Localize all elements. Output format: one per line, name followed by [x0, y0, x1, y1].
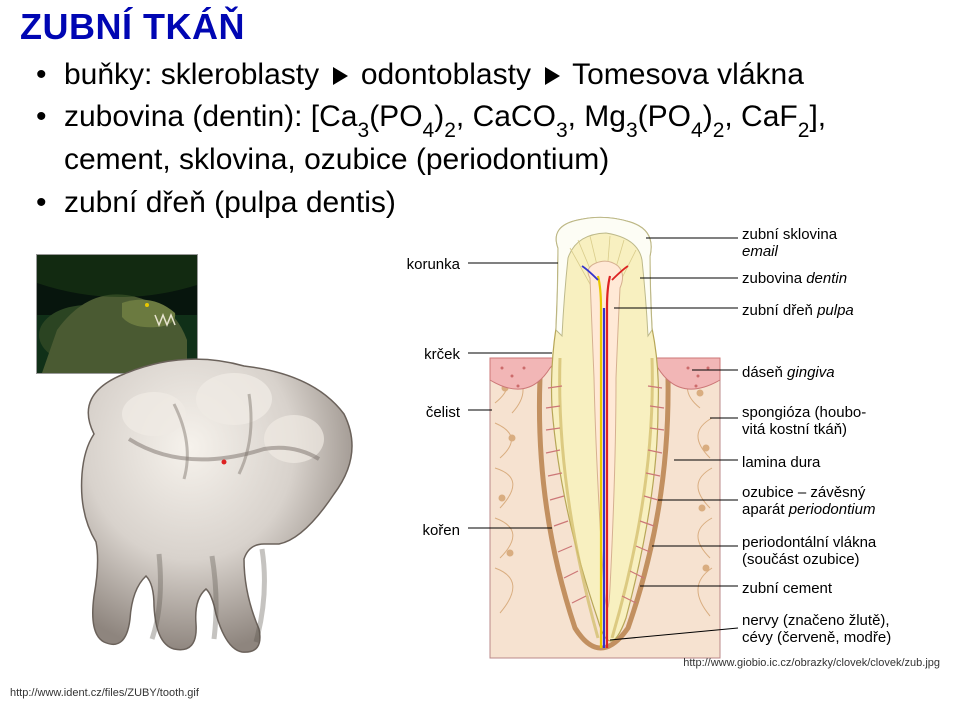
label-krcek: krček [400, 346, 460, 363]
page-title: ZUBNÍ TKÁŇ [20, 6, 245, 48]
bullet-1-mid: odontoblasty [361, 58, 531, 91]
bullet-1-pre: buňky: skleroblasty [64, 58, 319, 91]
bullet-1: buňky: skleroblasty odontoblasty Tomesov… [36, 56, 936, 94]
label-dasen: dáseň gingiva [742, 364, 960, 381]
label-sklovina: zubní sklovinaemail [742, 226, 960, 261]
source-url-right: http://www.giobio.ic.cz/obrazky/clovek/c… [683, 657, 940, 669]
bullet-list: buňky: skleroblasty odontoblasty Tomesov… [36, 56, 936, 226]
label-lamina: lamina dura [742, 454, 960, 471]
label-koren: kořen [400, 522, 460, 539]
source-url-left: http://www.ident.cz/files/ZUBY/tooth.gif [10, 687, 199, 699]
label-ozubice: ozubice – závěsnýaparát periodontium [742, 484, 960, 519]
tooth-render-image [34, 344, 394, 664]
label-celist: čelist [400, 404, 460, 421]
arrow-icon [545, 67, 560, 85]
bullet-1-post: Tomesova vlákna [572, 58, 804, 91]
label-spongioza: spongióza (houbo-vitá kostní tkáň) [742, 404, 960, 439]
label-nervy: nervy (značeno žlutě),cévy (červeně, mod… [742, 612, 960, 647]
bullet-2: zubovina (dentin): [Ca3(PO4)2, CaCO3, Mg… [36, 98, 936, 179]
label-korunka: korunka [400, 256, 460, 273]
label-cement: zubní cement [742, 580, 960, 597]
label-zubovina: zubovina dentin [742, 270, 960, 287]
label-dren: zubní dřeň pulpa [742, 302, 960, 319]
label-periodontal: periodontální vlákna(součást ozubice) [742, 534, 960, 569]
arrow-icon [333, 67, 348, 85]
